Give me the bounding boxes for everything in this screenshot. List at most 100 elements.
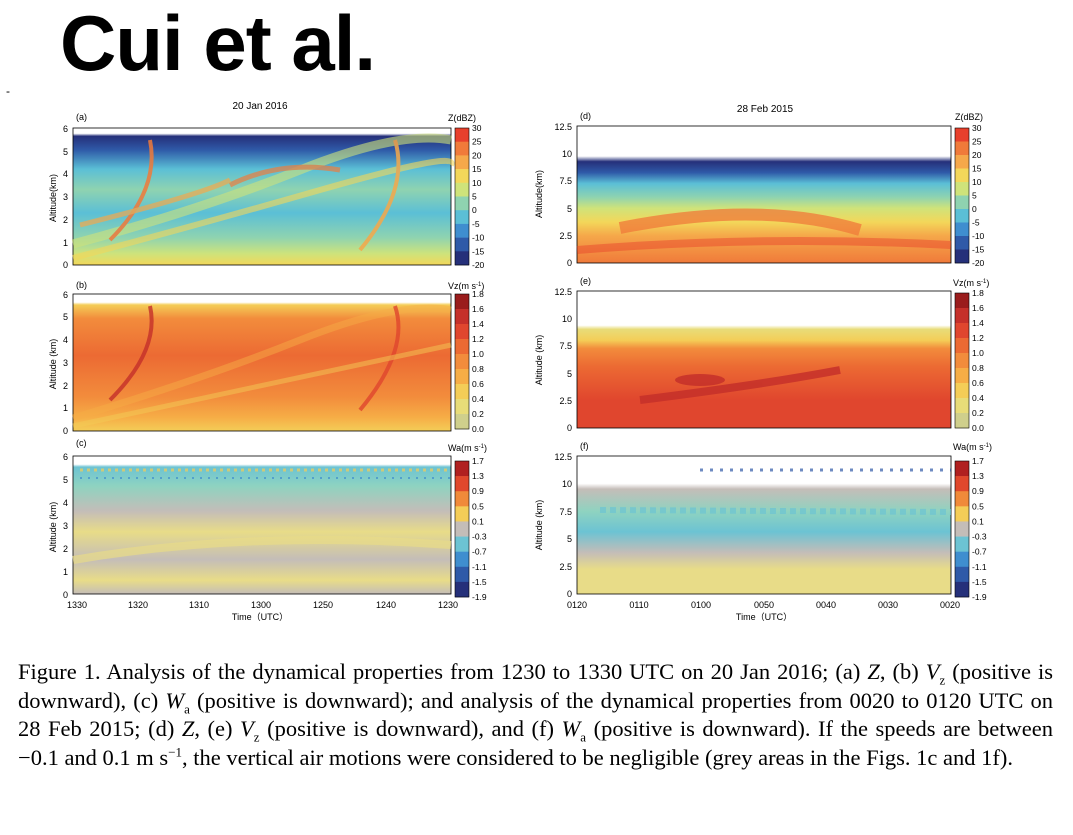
y-tick-label: 4 <box>63 498 68 508</box>
colorbar-segment <box>955 128 969 142</box>
colorbar-tick-label: 1.2 <box>472 334 484 344</box>
colorbar-segment <box>955 323 969 339</box>
colorbar-vz: Vz(m s-1)1.8 1.6 1.4 1.2 1.0 0.8 0.6 0.4 0.2 0.0 <box>448 281 484 434</box>
colorbar-wa: Wa(m s-1)1.71.30.90.50.1-0.3-0.7-1.1-1.5… <box>448 443 487 602</box>
panel-f-features <box>599 468 952 515</box>
colorbar-tick-label: -5 <box>472 219 480 229</box>
colorbar-tick-label: 0 <box>472 205 477 215</box>
y-tick-label: 2.5 <box>559 396 572 406</box>
y-tick-label: 6 <box>63 452 68 462</box>
y-tick-label: 3 <box>63 358 68 368</box>
y-tick-label: 5 <box>567 204 572 214</box>
colorbar-segment <box>955 182 969 196</box>
panel-d-plot <box>576 125 952 264</box>
y-tick-label: 3 <box>63 521 68 531</box>
colorbar-segment <box>955 476 969 492</box>
colorbar-segment <box>955 581 969 598</box>
y-tick-label: 2.5 <box>559 562 572 572</box>
colorbar-tick-label: 0.8 <box>472 364 484 374</box>
colorbar-tick-label: -0.3 <box>972 532 987 542</box>
y-tick-label: 1 <box>63 567 68 577</box>
colorbar-frame <box>954 292 970 429</box>
colorbar-tick-label: 1.0 <box>972 348 984 358</box>
caption-superscript: −1 <box>168 744 183 759</box>
y-tick-label: 0 <box>567 423 572 433</box>
colorbar-tick-label: 0.4 <box>972 393 984 403</box>
colorbar-label: Vz(m s-1) <box>448 281 484 291</box>
panel-e-plot <box>576 290 952 429</box>
colorbar-segment <box>455 491 469 507</box>
caption-symbol: Z <box>181 716 195 741</box>
y-axis-label: Altitude (km) <box>534 500 544 551</box>
x-axis-label: Time（UTC） <box>736 612 792 622</box>
colorbar-tick-label: 0.6 <box>472 379 484 389</box>
colorbar-tick-label: 0.1 <box>472 516 484 526</box>
caption-text: , (b) <box>879 659 926 684</box>
y-tick-label: 0 <box>63 590 68 600</box>
colorbar-tick-label: -1.5 <box>472 577 487 587</box>
colorbar-frame <box>454 293 470 430</box>
colorbar-segment <box>955 168 969 183</box>
colorbar-label-end: ) <box>986 278 989 288</box>
colorbar-tick-label: 25 <box>472 137 482 147</box>
colorbar-tick-label: -0.7 <box>972 547 987 557</box>
figure-caption: Figure 1. Analysis of the dynamical prop… <box>18 658 1053 772</box>
caption-symbol: V <box>925 659 940 684</box>
colorbar-tick-label: 1.4 <box>972 318 984 328</box>
colorbar-tick-label: -15 <box>972 245 985 255</box>
x-tick-label: 0040 <box>816 600 836 610</box>
x-tick-label: 0050 <box>754 600 774 610</box>
colorbar-tick-label: 1.8 <box>472 289 484 299</box>
colorbar-segment <box>455 551 469 568</box>
x-tick-label: 0030 <box>878 600 898 610</box>
panel-letter: (f) <box>580 441 589 451</box>
colorbar-segment <box>455 369 469 385</box>
y-tick-label: 10 <box>562 149 572 159</box>
colorbar-label-main: Vz(m s <box>448 281 476 291</box>
y-axis-label: Altitude(km) <box>48 174 58 222</box>
panel-f: (f) Altitude (km) 0 2.5 5 7.5 10 12.5 01… <box>534 441 960 622</box>
caption-text: (positive is downward), (c) <box>18 659 1053 713</box>
panel-e: (e) Altitude (km) 0 2.5 5 7.5 10 12.5 <box>534 276 952 433</box>
panel-b: (b) Altitude (km) 0 1 2 3 4 5 6 <box>48 280 452 436</box>
colorbar-tick-label: 0.8 <box>972 363 984 373</box>
y-tick-label: 0 <box>567 589 572 599</box>
colorbar-segment <box>455 294 469 310</box>
colorbar-segment <box>455 384 469 400</box>
left-column-date: 20 Jan 2016 <box>232 101 287 112</box>
colorbar-segment <box>455 414 469 430</box>
colorbar-tick-label: 5 <box>472 192 477 202</box>
y-axis-label: Altitude (km) <box>48 502 58 553</box>
y-tick-label: 4 <box>63 169 68 179</box>
colorbar-segment <box>455 339 469 355</box>
colorbar-segment <box>955 308 969 324</box>
y-tick-label: 0 <box>567 258 572 268</box>
colorbar-segment <box>455 182 469 197</box>
colorbar-tick-label: 1.6 <box>972 303 984 313</box>
y-tick-label: 7.5 <box>559 176 572 186</box>
colorbar-tick-label: 0.5 <box>472 501 484 511</box>
y-tick-label: 3 <box>63 192 68 202</box>
colorbar-label: Wa(m s-1) <box>448 443 487 453</box>
colorbar-segment <box>955 566 969 583</box>
colorbar-tick-label: -1.9 <box>972 592 987 602</box>
colorbar-segment <box>455 309 469 325</box>
colorbar-segment <box>955 398 969 414</box>
panel-c-plot <box>72 455 452 595</box>
y-tick-label: 5 <box>567 534 572 544</box>
colorbar-label-main: Wa(m s <box>953 442 984 452</box>
x-axis-label: Time（UTC） <box>232 612 288 622</box>
y-tick-label: 1 <box>63 403 68 413</box>
colorbar-segment <box>455 581 469 598</box>
colorbar-tick-label: 0.5 <box>972 501 984 511</box>
y-tick-label: 0 <box>63 426 68 436</box>
colorbar-label: Z(dBZ) <box>448 113 476 123</box>
caption-text: (positive is downward). If the speeds ar… <box>18 716 1053 770</box>
panel-letter: (a) <box>76 112 87 122</box>
x-tick-label: 0020 <box>940 600 960 610</box>
y-tick-label: 6 <box>63 290 68 300</box>
colorbar-segment <box>455 399 469 415</box>
panel-d-features <box>576 208 952 254</box>
colorbar-segment <box>455 354 469 370</box>
